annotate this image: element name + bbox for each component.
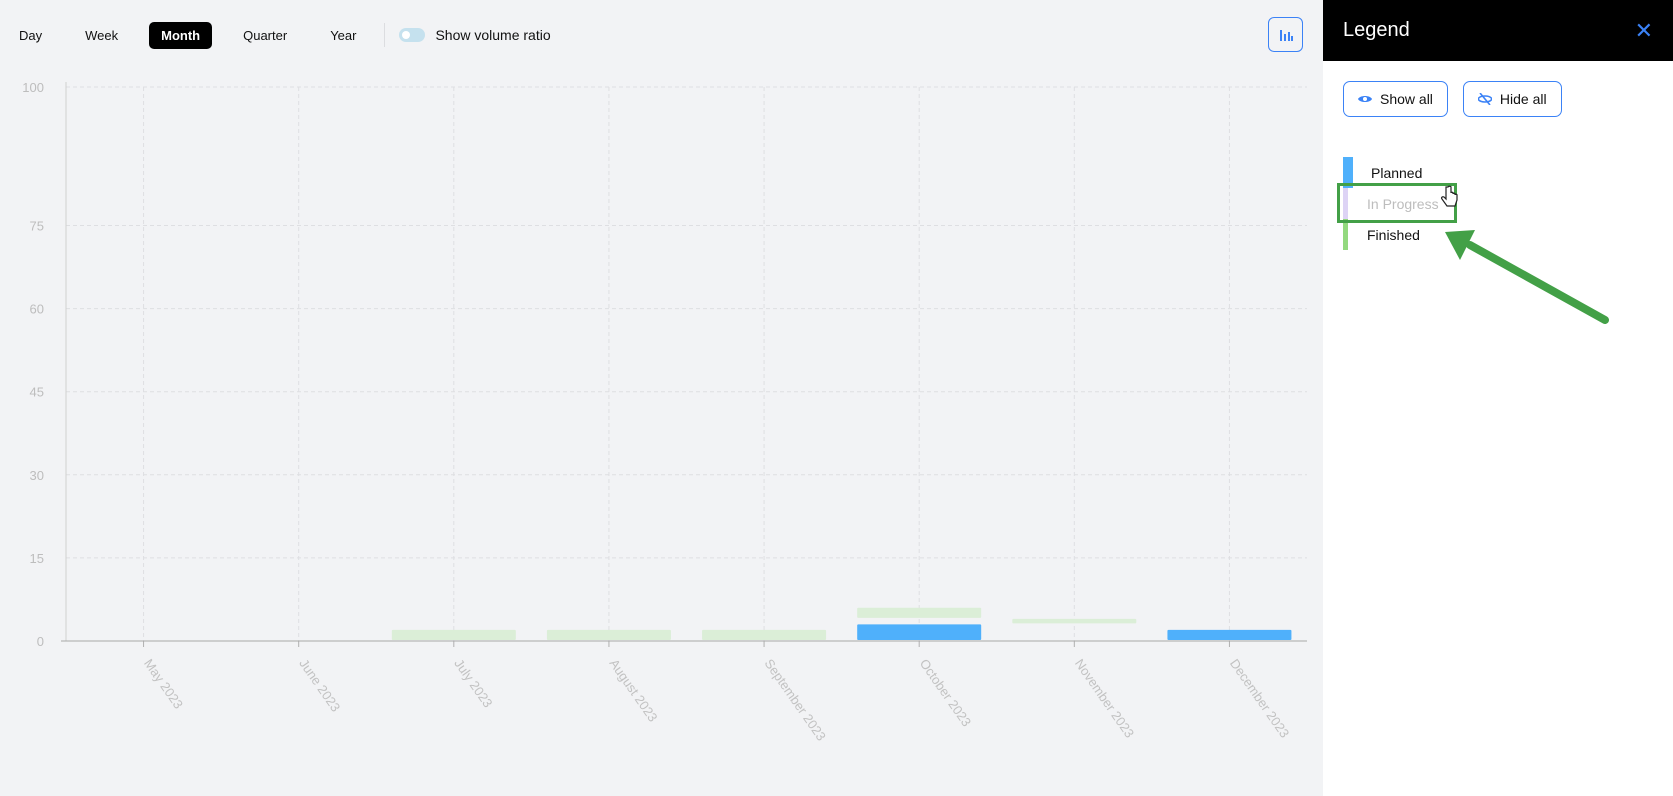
bar-chart-icon (1279, 29, 1293, 41)
period-toolbar: Day Week Month Quarter Year Show volume … (0, 20, 551, 50)
y-tick-label: 30 (30, 468, 44, 483)
y-tick-label: 0 (37, 634, 44, 649)
legend-item-finished[interactable]: Finished (1343, 219, 1439, 250)
y-tick-label: 15 (30, 551, 44, 566)
legend-title: Legend (1343, 19, 1410, 41)
hand-cursor-icon (1441, 185, 1458, 207)
x-tick-label: December 2023 (1227, 656, 1292, 740)
eye-off-icon (1477, 93, 1492, 105)
legend-label: Finished (1367, 226, 1420, 243)
x-tick-label: May 2023 (141, 656, 186, 711)
highlight-box (1337, 183, 1457, 223)
finished-swatch (1343, 219, 1348, 250)
annotation-arrow-icon (1445, 230, 1609, 324)
bar-chart: 0 15 30 45 60 75 100 May 2023 June 2023 July 2023… (22, 80, 1307, 743)
x-tick-label: August 2023 (606, 656, 660, 724)
period-quarter[interactable]: Quarter (243, 27, 288, 43)
x-tick-label: September 2023 (762, 656, 829, 743)
show-all-label: Show all (1380, 91, 1433, 107)
show-all-button[interactable]: Show all (1343, 81, 1448, 117)
period-day[interactable]: Day (19, 27, 43, 43)
bar-finished (702, 629, 827, 640)
bar-planned (857, 624, 982, 640)
eye-icon (1358, 96, 1372, 102)
legend-item-planned[interactable]: Planned (1343, 157, 1439, 188)
x-tick-label: October 2023 (917, 656, 974, 729)
y-tick-label: 75 (30, 219, 44, 234)
close-icon[interactable]: ✕ (1634, 17, 1653, 43)
x-tick-label: July 2023 (451, 656, 495, 710)
divider (384, 23, 386, 47)
y-tick-label: 45 (30, 385, 44, 400)
bar-finished (857, 607, 982, 618)
legend-panel: Legend ✕ Show all Hide all Planned In Pr… (1323, 0, 1673, 796)
legend-label: Planned (1371, 164, 1423, 181)
volume-ratio-toggle[interactable] (399, 28, 426, 42)
planned-swatch (1343, 157, 1353, 188)
bar-finished (546, 629, 671, 640)
x-tick-label: November 2023 (1072, 656, 1137, 740)
bar-finished (1012, 618, 1137, 624)
hide-all-label: Hide all (1499, 91, 1547, 107)
bar-planned (1167, 629, 1292, 640)
legend-toggle-button[interactable] (1268, 17, 1303, 52)
x-tick-label: June 2023 (296, 656, 343, 714)
y-tick-label: 100 (22, 80, 44, 95)
legend-header: Legend ✕ (1323, 0, 1673, 61)
volume-ratio-label: Show volume ratio (435, 27, 551, 43)
period-month[interactable]: Month (149, 21, 213, 49)
in-progress-swatch (1343, 188, 1348, 219)
y-tick-label: 60 (30, 302, 44, 317)
period-year[interactable]: Year (330, 27, 357, 43)
legend-item-in-progress[interactable]: In Progress (1343, 188, 1439, 219)
period-week[interactable]: Week (85, 27, 119, 43)
hide-all-button[interactable]: Hide all (1462, 81, 1562, 117)
bar-finished (391, 629, 516, 640)
legend-label: In Progress (1367, 195, 1439, 212)
